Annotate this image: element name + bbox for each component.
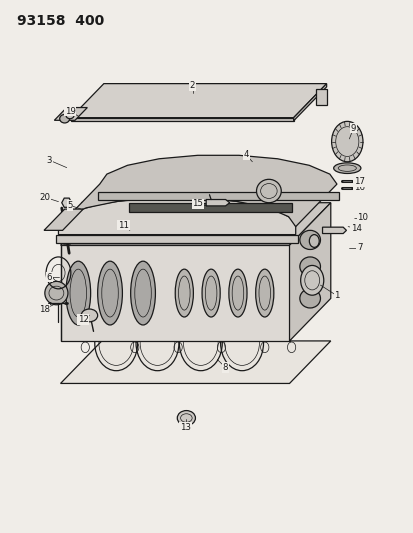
Ellipse shape: [59, 115, 69, 123]
Polygon shape: [206, 199, 229, 206]
Text: 3: 3: [47, 156, 52, 165]
Text: 19: 19: [64, 107, 75, 116]
Ellipse shape: [279, 221, 290, 229]
Ellipse shape: [202, 269, 220, 317]
Ellipse shape: [225, 221, 237, 229]
Ellipse shape: [300, 265, 323, 295]
Ellipse shape: [113, 213, 128, 224]
Ellipse shape: [252, 221, 264, 229]
Text: 6: 6: [47, 273, 52, 281]
Text: 9: 9: [350, 124, 355, 133]
Text: SHELBY  16V: SHELBY 16V: [199, 205, 239, 210]
Ellipse shape: [92, 221, 103, 229]
Ellipse shape: [199, 221, 210, 229]
Ellipse shape: [220, 213, 235, 224]
Ellipse shape: [177, 410, 195, 425]
Polygon shape: [44, 209, 83, 230]
Polygon shape: [322, 227, 346, 233]
Text: 7: 7: [356, 244, 361, 253]
Text: 1: 1: [333, 291, 339, 300]
Ellipse shape: [172, 221, 183, 229]
Ellipse shape: [299, 289, 320, 308]
Circle shape: [331, 122, 362, 162]
Ellipse shape: [97, 261, 122, 325]
Polygon shape: [54, 108, 87, 120]
Text: 2: 2: [189, 81, 195, 90]
Text: 5: 5: [67, 201, 73, 210]
Ellipse shape: [247, 213, 261, 224]
Ellipse shape: [193, 213, 208, 224]
Polygon shape: [128, 203, 291, 212]
Ellipse shape: [299, 230, 320, 249]
Text: 8: 8: [222, 363, 228, 372]
Polygon shape: [62, 198, 71, 207]
Polygon shape: [60, 203, 330, 245]
Ellipse shape: [123, 222, 140, 235]
Text: 10: 10: [356, 213, 368, 222]
Ellipse shape: [273, 213, 288, 224]
Text: 11: 11: [118, 221, 129, 230]
Polygon shape: [289, 203, 330, 341]
Text: 20: 20: [40, 193, 51, 202]
Text: 12: 12: [78, 315, 88, 324]
Polygon shape: [71, 118, 293, 121]
Text: 15: 15: [192, 199, 203, 208]
Ellipse shape: [145, 221, 157, 229]
Ellipse shape: [86, 213, 101, 224]
Text: 93158  400: 93158 400: [17, 14, 104, 28]
Ellipse shape: [299, 257, 320, 276]
Ellipse shape: [309, 235, 318, 247]
Ellipse shape: [66, 111, 74, 119]
Ellipse shape: [256, 179, 280, 203]
Ellipse shape: [119, 221, 130, 229]
Text: 18: 18: [38, 304, 50, 313]
Ellipse shape: [131, 261, 155, 325]
Polygon shape: [97, 192, 338, 200]
Ellipse shape: [81, 309, 97, 322]
Text: 13: 13: [180, 423, 190, 432]
Ellipse shape: [45, 281, 68, 305]
Text: 14: 14: [350, 224, 361, 233]
Polygon shape: [60, 245, 289, 341]
Polygon shape: [71, 84, 326, 118]
Polygon shape: [293, 84, 326, 121]
Text: 16: 16: [353, 183, 364, 192]
Ellipse shape: [66, 261, 90, 325]
Ellipse shape: [140, 213, 154, 224]
Ellipse shape: [255, 269, 273, 317]
Polygon shape: [58, 198, 295, 235]
Polygon shape: [60, 341, 330, 383]
Ellipse shape: [175, 269, 193, 317]
Ellipse shape: [209, 208, 233, 229]
Text: 4: 4: [243, 150, 248, 159]
Ellipse shape: [333, 163, 360, 173]
Ellipse shape: [228, 269, 247, 317]
Polygon shape: [316, 90, 326, 106]
Polygon shape: [56, 235, 297, 243]
Ellipse shape: [166, 213, 181, 224]
Polygon shape: [58, 155, 336, 227]
Text: 17: 17: [353, 177, 364, 186]
